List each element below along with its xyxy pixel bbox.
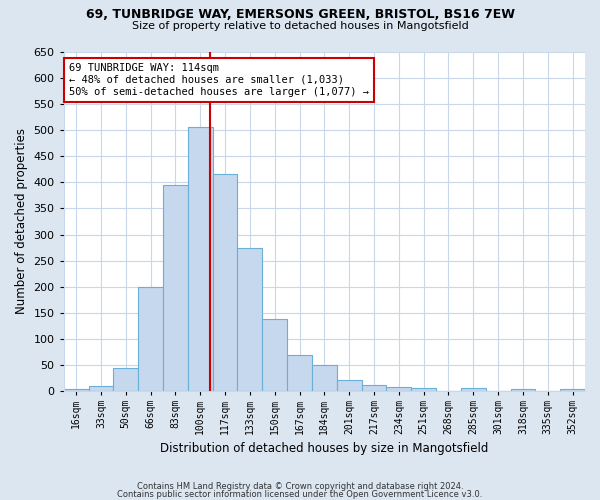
Text: Contains HM Land Registry data © Crown copyright and database right 2024.: Contains HM Land Registry data © Crown c… [137, 482, 463, 491]
Text: 69 TUNBRIDGE WAY: 114sqm
← 48% of detached houses are smaller (1,033)
50% of sem: 69 TUNBRIDGE WAY: 114sqm ← 48% of detach… [69, 64, 369, 96]
Bar [64, 389, 89, 392]
Y-axis label: Number of detached properties: Number of detached properties [15, 128, 28, 314]
Bar [560, 390, 585, 392]
Bar [411, 388, 436, 392]
X-axis label: Distribution of detached houses by size in Mangotsfield: Distribution of detached houses by size … [160, 442, 488, 455]
Bar [287, 355, 312, 392]
Bar [362, 385, 386, 392]
Text: Size of property relative to detached houses in Mangotsfield: Size of property relative to detached ho… [131, 21, 469, 31]
Bar [163, 185, 188, 392]
Bar [238, 248, 262, 392]
Text: Contains public sector information licensed under the Open Government Licence v3: Contains public sector information licen… [118, 490, 482, 499]
Bar [188, 128, 212, 392]
Bar [461, 388, 486, 392]
Bar [113, 368, 138, 392]
Bar [511, 389, 535, 392]
Bar [89, 386, 113, 392]
Bar [138, 287, 163, 392]
Bar [212, 174, 238, 392]
Bar [337, 380, 362, 392]
Text: 69, TUNBRIDGE WAY, EMERSONS GREEN, BRISTOL, BS16 7EW: 69, TUNBRIDGE WAY, EMERSONS GREEN, BRIST… [86, 8, 515, 20]
Bar [386, 388, 411, 392]
Bar [312, 366, 337, 392]
Bar [262, 320, 287, 392]
